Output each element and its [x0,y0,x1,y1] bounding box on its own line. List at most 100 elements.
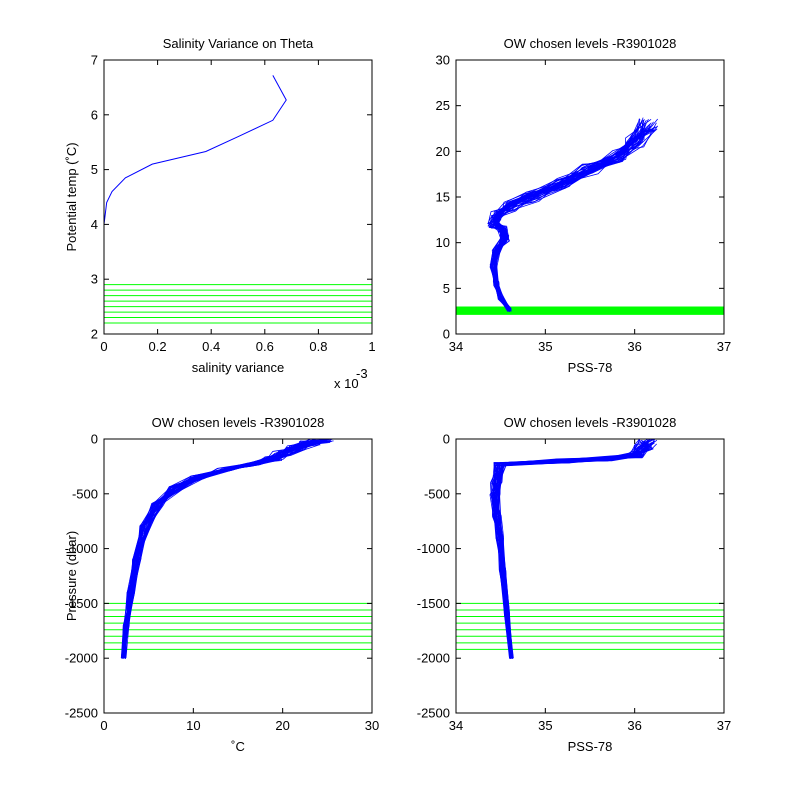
profile-line [494,442,653,659]
profile-line [125,441,324,658]
profile-line [124,440,332,659]
subplot-3: 0 10 20 30 -2500 -2000 -1500 -1000 -500 0 OW chose… [64,415,379,754]
x-tick-label: 0.6 [256,339,274,354]
y-tick-label: 5 [443,281,450,296]
y-tick-label: -2500 [417,706,450,721]
subplot-1: 0 0.2 0.4 0.6 0.8 1 2 3 4 5 6 7 Salinity Variance on… [64,36,376,391]
profile-line [121,441,332,658]
x-tick-label: 36 [627,339,641,354]
profile-line [493,440,647,659]
profile-line [494,439,654,658]
x-tick-label: 34 [449,718,463,733]
x-axis-label: PSS-78 [568,739,613,754]
profile-line [490,126,657,309]
subplot-title: OW chosen levels -R3901028 [152,415,325,430]
profile-line [494,439,652,658]
profile-line [490,129,657,310]
y-tick-label: -1500 [65,596,98,611]
profile-line [124,440,331,658]
profile-line [496,440,648,659]
profile-line [490,441,654,659]
profile-line [124,441,313,659]
x-tick-label: 0 [100,718,107,733]
profile-line [490,118,640,312]
x-axis-label: PSS-78 [568,360,613,375]
profile-line [121,441,330,658]
plot-area [456,439,724,659]
y-tick-label: 7 [91,53,98,68]
profile-line [493,126,656,311]
profile-line [121,442,331,658]
profile-line [490,128,658,311]
profile-line [492,440,656,658]
profile-line [493,443,648,659]
plot-area [456,117,724,315]
x-tick-label: 0 [100,339,107,354]
axes-box [455,59,725,335]
y-tick-label: 10 [436,235,450,250]
x-tick-label: 10 [186,718,200,733]
subplot-4: 34 35 36 37 -2500 -2000 -1500 -1000 -500 0 OW chos… [417,415,731,754]
profile-line [491,443,649,659]
y-axis-label: Potential temp (˚C) [64,142,79,251]
y-tick-label: 0 [91,432,98,447]
x-tick-label: 0.2 [149,339,167,354]
subplot-title: Salinity Variance on Theta [163,36,314,51]
profile-line [492,439,658,659]
profile-line [490,126,657,310]
profile-line [493,439,640,659]
profile-line [492,443,651,659]
x-exponent-base: x 10 [334,376,359,391]
profile-line [490,128,654,312]
subplot-title: OW chosen levels -R3901028 [504,415,677,430]
variance-line [104,75,287,269]
x-exponent-power: -3 [356,366,368,381]
profile-line [495,442,655,659]
profile-line [493,439,641,659]
axes-box [103,59,373,335]
profile-line [490,129,655,311]
x-tick-label: 34 [449,339,463,354]
profile-line [120,439,313,659]
profile-line [123,441,326,659]
y-tick-label: 0 [443,327,450,342]
y-tick-label: 6 [91,107,98,122]
x-tick-label: 1 [368,339,375,354]
profile-line [123,442,327,658]
profile-line [494,439,641,659]
profile-line [491,128,650,309]
profile-line [492,439,651,659]
x-tick-label: 37 [717,718,731,733]
profile-line [495,127,655,312]
profile-line [491,440,648,658]
subplot-2: 34 35 36 37 0 5 10 15 20 25 30 OW chosen levels -R3… [436,36,732,375]
y-tick-label: 0 [443,432,450,447]
profile-line [489,129,654,310]
profile-line [487,117,644,311]
profile-line [122,440,334,659]
profile-line [495,442,648,659]
profile-line [494,121,654,311]
y-tick-label: 30 [436,53,450,68]
profile-line [494,440,649,659]
x-tick-label: 36 [627,718,641,733]
y-tick-label: -1000 [417,541,450,556]
profile-line [495,439,649,659]
profile-line [492,443,652,658]
profile-line [492,439,654,659]
x-tick-label: 0.8 [309,339,327,354]
plot-area [104,439,372,659]
profile-line [121,440,332,659]
profile-line [490,442,654,658]
x-tick-label: 37 [717,339,731,354]
profile-line [492,439,656,659]
profile-line [491,439,650,659]
y-tick-label: -1500 [417,596,450,611]
y-tick-label: 15 [436,190,450,205]
x-tick-label: 35 [538,718,552,733]
y-tick-label: -2000 [417,651,450,666]
profile-line [496,443,646,659]
profile-line [493,439,655,658]
